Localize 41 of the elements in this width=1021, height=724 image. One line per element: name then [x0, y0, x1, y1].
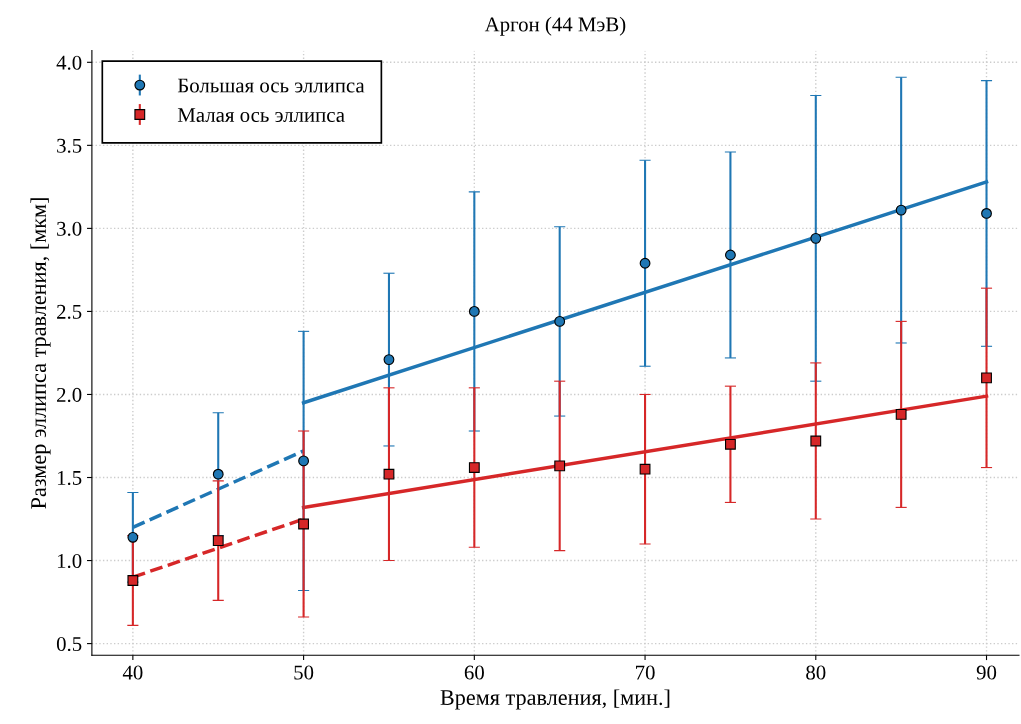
y-tick-label: 0.5: [56, 636, 82, 652]
y-tick-label: 2.5: [57, 304, 82, 319]
legend-label: Малая ось эллипса: [177, 108, 345, 122]
point: [554, 315, 566, 327]
y-tick-label: 1.0: [57, 553, 82, 569]
x-tick-label: 40: [122, 665, 143, 680]
legend-label: Большая ось эллипса: [177, 78, 365, 93]
point: [383, 468, 395, 480]
point: [383, 354, 395, 366]
point: [981, 372, 992, 384]
x-tick-label: 80: [806, 665, 826, 680]
point: [895, 408, 907, 420]
point: [298, 518, 310, 530]
chart-title: Аргон (44 МэВ): [484, 16, 626, 36]
point: [639, 257, 651, 269]
y-tick-label: 1.5: [57, 470, 82, 486]
point: [127, 575, 139, 586]
point: [468, 462, 480, 473]
point: [810, 232, 822, 244]
x-axis-title: Время травления, [мин.]: [440, 689, 670, 710]
y-axis-title: Размер эллипса травления, [мкм]: [30, 198, 51, 509]
x-tick-label: 90: [976, 665, 997, 680]
y-tick-label: 3.5: [57, 138, 82, 153]
y-tick-label: 4.0: [56, 55, 82, 70]
point: [725, 249, 736, 261]
point: [298, 455, 310, 467]
point: [212, 535, 224, 547]
x-tick-label: 70: [636, 665, 655, 680]
point: [981, 208, 992, 219]
point: [468, 306, 480, 317]
x-tick-label: 50: [294, 665, 314, 680]
y-tick-label: 2.0: [57, 387, 82, 402]
point: [725, 438, 736, 450]
point: [810, 435, 822, 447]
point: [554, 460, 566, 472]
point: [127, 531, 139, 543]
point: [212, 468, 224, 480]
point: [639, 463, 651, 475]
x-tick-label: 60: [464, 665, 484, 680]
point: [895, 204, 907, 216]
y-tick-label: 3.0: [57, 221, 82, 236]
